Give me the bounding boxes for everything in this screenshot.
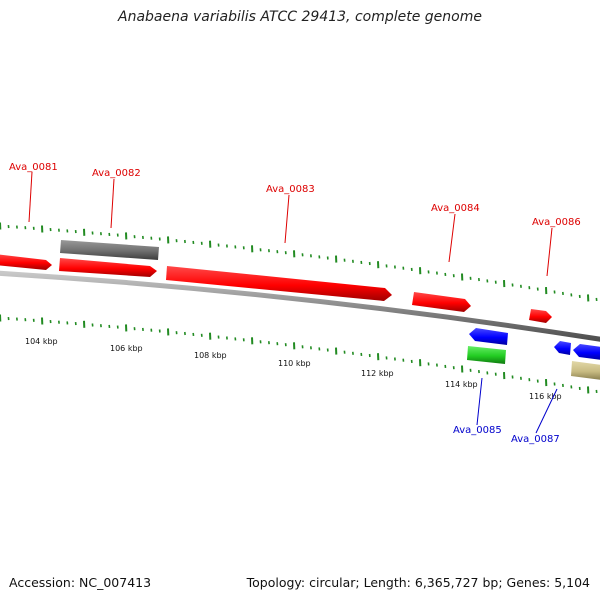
scale-label-116: 116 kbp [529,392,562,401]
map-title: Anabaena variabilis ATCC 29413, complete… [118,9,482,25]
gene-label-ava-0081[interactable]: Ava_0081 [9,162,58,173]
gene-label-ava-0084[interactable]: Ava_0084 [431,203,480,214]
gene-label-ava-0082[interactable]: Ava_0082 [92,168,141,179]
genome-summary-text: Topology: circular; Length: 6,365,727 bp… [246,575,590,590]
lower-tick-row [0,314,598,394]
genome-backbone [0,270,600,342]
gene-label-ava-0086[interactable]: Ava_0086 [532,217,581,228]
gene-label-ava-0085[interactable]: Ava_0085 [453,425,502,436]
gene-ava-0084-arrow[interactable] [412,292,471,312]
reverse-gene-arrow-b[interactable] [554,341,571,355]
tan-feature-block[interactable] [571,361,600,380]
gene-ava-0083-arrow[interactable] [166,266,392,301]
upper-tick-row [0,222,598,302]
scale-labels: 104 kbp 106 kbp 108 kbp 110 kbp 112 kbp … [25,337,562,401]
scale-label-104: 104 kbp [25,337,58,346]
gene-label-ava-0087[interactable]: Ava_0087 [511,434,560,445]
gene-label-ava-0083[interactable]: Ava_0083 [266,184,315,195]
label-leaders [28,171,558,434]
gene-ava-0087-arrow[interactable] [573,344,600,360]
reverse-gene-arrow-a[interactable] [469,328,508,345]
scale-label-108: 108 kbp [194,351,227,360]
gene-ava-0085-block[interactable] [467,346,506,364]
scale-label-106: 106 kbp [110,344,143,353]
gene-ava-0081-arrow[interactable] [0,254,52,270]
gene-ava-0082-arrow[interactable] [59,258,157,277]
gray-feature-block[interactable] [60,240,159,260]
scale-label-112: 112 kbp [361,369,394,378]
scale-label-114: 114 kbp [445,380,478,389]
accession-text: Accession: NC_007413 [9,575,152,590]
scale-label-110: 110 kbp [278,359,311,368]
gene-ava-0086-arrow[interactable] [529,309,552,323]
